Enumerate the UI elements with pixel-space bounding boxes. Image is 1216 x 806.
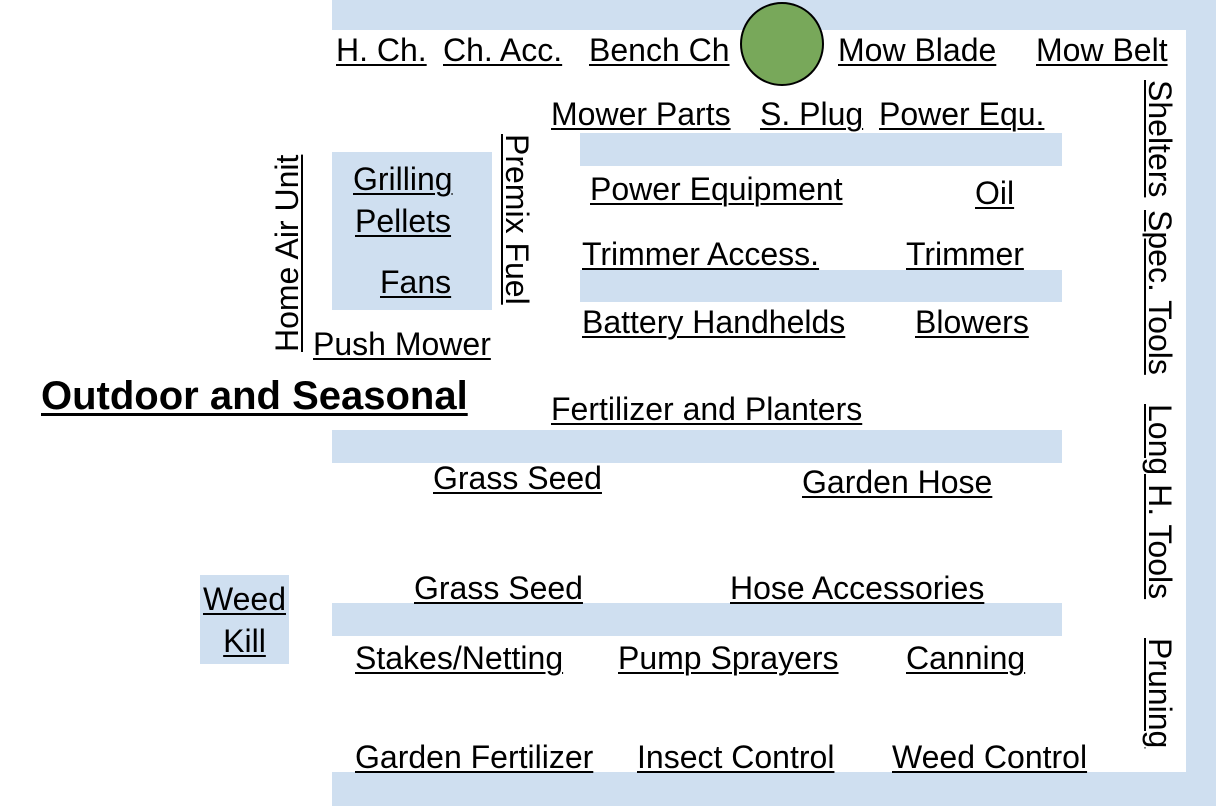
section-mow-belt[interactable]: Mow Belt: [1036, 32, 1168, 68]
section-power-equ[interactable]: Power Equ.: [879, 96, 1045, 132]
section-s-plug[interactable]: S. Plug: [760, 96, 864, 132]
section-ch-acc[interactable]: Ch. Acc.: [443, 32, 563, 68]
section-trimmer-access[interactable]: Trimmer Access.: [582, 236, 820, 272]
shelf-fertilizer: [332, 430, 1062, 463]
section-fertilizer-planters[interactable]: Fertilizer and Planters: [551, 391, 863, 427]
shelf-bottom: [332, 772, 1216, 806]
shelf-power-equipment: [580, 133, 1062, 166]
shelf-island: [332, 152, 492, 310]
section-power-equipment[interactable]: Power Equipment: [590, 171, 843, 207]
section-bench-ch[interactable]: Bench Ch: [589, 32, 730, 68]
section-premix-fuel[interactable]: Premix Fuel: [499, 134, 535, 305]
section-blowers[interactable]: Blowers: [915, 304, 1029, 340]
section-canning[interactable]: Canning: [906, 640, 1026, 676]
section-trimmer[interactable]: Trimmer: [906, 236, 1024, 272]
shelf-trimmer: [580, 270, 1062, 302]
section-push-mower[interactable]: Push Mower: [313, 326, 491, 362]
section-pump-sprayers[interactable]: Pump Sprayers: [618, 640, 839, 676]
shelf-right: [1186, 30, 1216, 772]
section-h-ch[interactable]: H. Ch.: [336, 32, 427, 68]
section-pellets[interactable]: Pellets: [355, 203, 452, 239]
section-garden-fertilizer[interactable]: Garden Fertilizer: [355, 739, 594, 775]
section-long-h-tools[interactable]: Long H. Tools: [1142, 404, 1178, 600]
section-stakes-netting[interactable]: Stakes/Netting: [355, 640, 564, 676]
section-battery-handhelds[interactable]: Battery Handhelds: [582, 304, 846, 340]
location-marker-icon: [740, 2, 824, 86]
section-mow-blade[interactable]: Mow Blade: [838, 32, 997, 68]
section-pruning[interactable]: Pruning: [1142, 638, 1178, 749]
section-fans[interactable]: Fans: [380, 264, 452, 300]
section-mower-parts[interactable]: Mower Parts: [551, 96, 731, 132]
shelf-weed-kill: [200, 575, 289, 664]
section-oil[interactable]: Oil: [975, 175, 1015, 211]
section-shelters[interactable]: Shelters: [1142, 80, 1178, 198]
section-grilling[interactable]: Grilling: [353, 161, 453, 197]
section-weed-kill-line2[interactable]: Kill: [223, 623, 266, 659]
page-title: Outdoor and Seasonal: [41, 374, 468, 418]
section-hose-accessories[interactable]: Hose Accessories: [730, 570, 985, 606]
section-weed-kill-line1[interactable]: Weed: [202, 581, 286, 617]
section-grass-seed-2[interactable]: Grass Seed: [414, 570, 583, 606]
section-home-air-unit[interactable]: Home Air Unit: [269, 154, 305, 352]
section-insect-control[interactable]: Insect Control: [637, 739, 835, 775]
shelf-hose: [332, 603, 1062, 636]
section-garden-hose[interactable]: Garden Hose: [802, 464, 993, 500]
section-grass-seed-1[interactable]: Grass Seed: [433, 460, 602, 496]
section-weed-control[interactable]: Weed Control: [892, 739, 1088, 775]
section-spec-tools[interactable]: Spec. Tools: [1142, 210, 1178, 375]
